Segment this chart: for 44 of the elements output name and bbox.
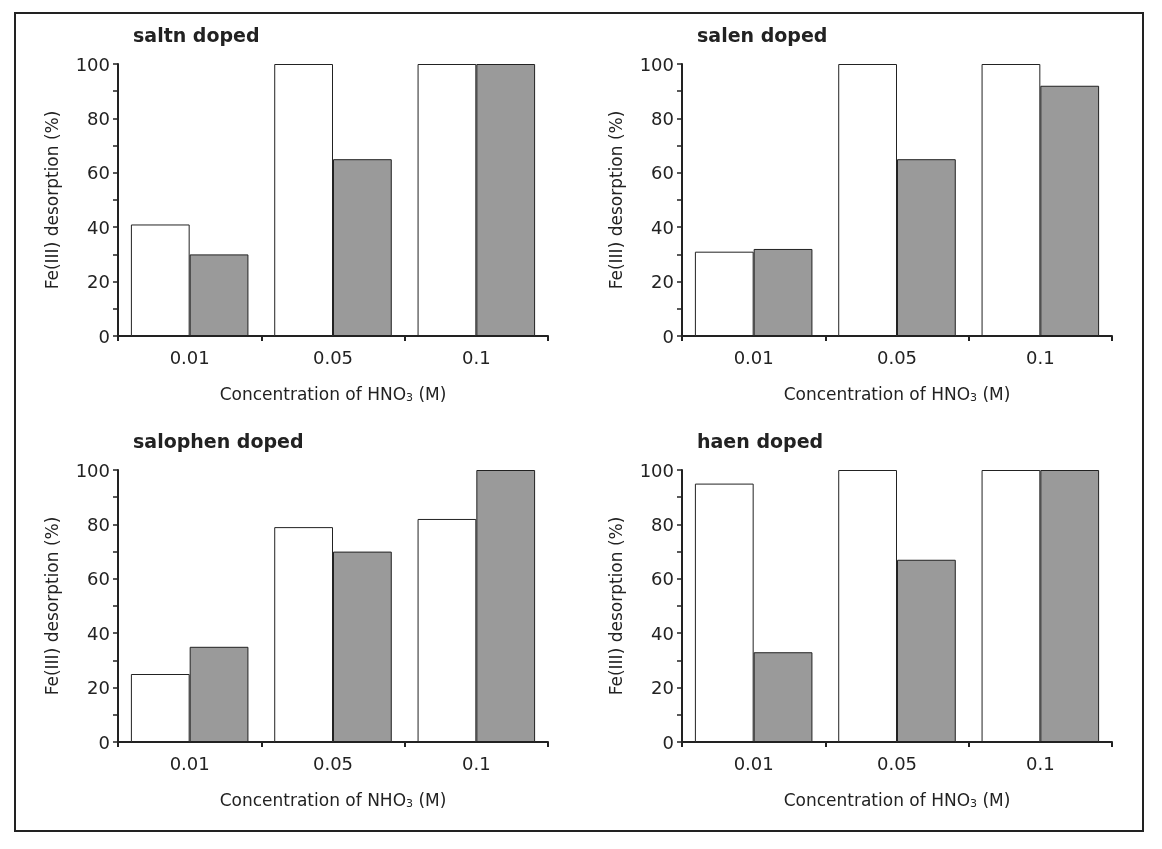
x-tick-label: 0.1 (462, 346, 491, 368)
x-tick-label: 0.01 (169, 346, 210, 368)
y-axis-title: Fe(III) desorption (%) (41, 516, 62, 696)
x-tick-label: 0.01 (733, 752, 774, 774)
y-tick-label: 0 (98, 731, 110, 753)
x-tick-label: 0.05 (312, 752, 354, 774)
chart-title: salophen doped (133, 429, 304, 452)
y-tick-label: 80 (87, 107, 110, 129)
y-axis-title: Fe(III) desorption (%) (605, 516, 626, 696)
y-tick-label: 80 (651, 107, 674, 129)
y-tick-label: 20 (651, 271, 674, 293)
y-tick-label: 100 (75, 53, 110, 75)
y-tick-label: 0 (98, 325, 110, 347)
y-axis-title: Fe(III) desorption (%) (41, 110, 62, 290)
y-tick-label: 40 (87, 216, 110, 238)
y-tick-label: 80 (87, 513, 110, 535)
y-tick-label: 60 (87, 162, 110, 184)
y-axis-title: Fe(III) desorption (%) (605, 110, 626, 290)
chart-title: saltn doped (133, 23, 260, 46)
y-tick-label: 20 (87, 677, 110, 699)
y-tick-label: 20 (651, 677, 674, 699)
x-tick-label: 0.05 (876, 752, 918, 774)
y-tick-label: 80 (651, 513, 674, 535)
x-tick-label: 0.05 (876, 346, 918, 368)
chart-title: salen doped (697, 23, 828, 46)
x-tick-label: 0.1 (1026, 346, 1055, 368)
y-tick-label: 100 (75, 459, 110, 481)
y-tick-label: 60 (651, 162, 674, 184)
y-tick-label: 20 (87, 271, 110, 293)
y-tick-label: 40 (87, 622, 110, 644)
y-tick-label: 60 (87, 568, 110, 590)
x-tick-label: 0.1 (462, 752, 491, 774)
x-tick-label: 0.01 (733, 346, 774, 368)
y-tick-label: 60 (651, 568, 674, 590)
y-tick-label: 100 (639, 459, 674, 481)
y-tick-label: 100 (639, 53, 674, 75)
x-tick-label: 0.05 (312, 346, 354, 368)
x-tick-label: 0.01 (169, 752, 210, 774)
y-tick-label: 0 (662, 325, 674, 347)
x-tick-label: 0.1 (1026, 752, 1055, 774)
y-tick-label: 0 (662, 731, 674, 753)
y-tick-label: 40 (651, 216, 674, 238)
chart-title: haen doped (697, 429, 824, 452)
y-tick-label: 40 (651, 622, 674, 644)
